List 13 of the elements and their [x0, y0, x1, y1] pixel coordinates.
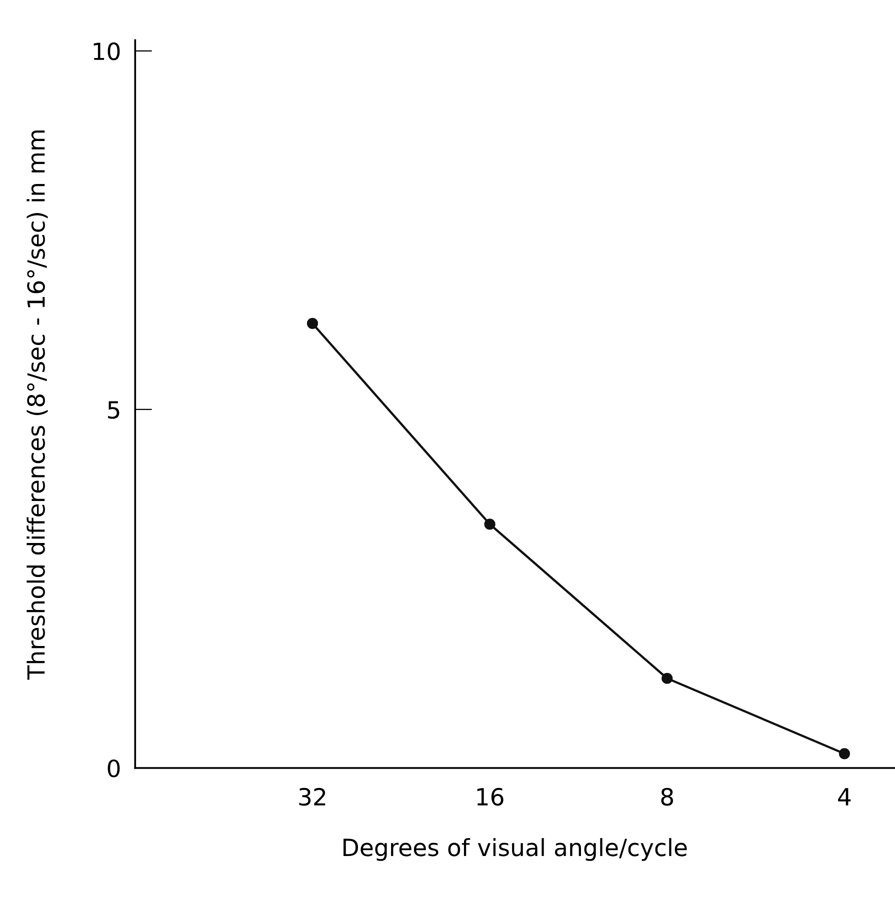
y-tick-label: 5	[108, 401, 120, 419]
point	[306, 318, 318, 329]
point	[838, 748, 850, 760]
x-tick-label: 16	[477, 788, 504, 806]
x-axis-title: Degrees of visual angle/cycle	[344, 838, 687, 861]
x-tick-label: 8	[661, 788, 674, 806]
y-axis-title: Threshold differences (8°/sec - 16°/sec) in mm	[26, 130, 48, 680]
point	[484, 518, 496, 530]
x-tick-label: 32	[299, 788, 326, 806]
y-tick-label: 0	[108, 759, 120, 778]
x-tick-label: 4	[838, 788, 851, 806]
y-tick-label: 10	[94, 42, 120, 60]
point	[662, 672, 673, 684]
